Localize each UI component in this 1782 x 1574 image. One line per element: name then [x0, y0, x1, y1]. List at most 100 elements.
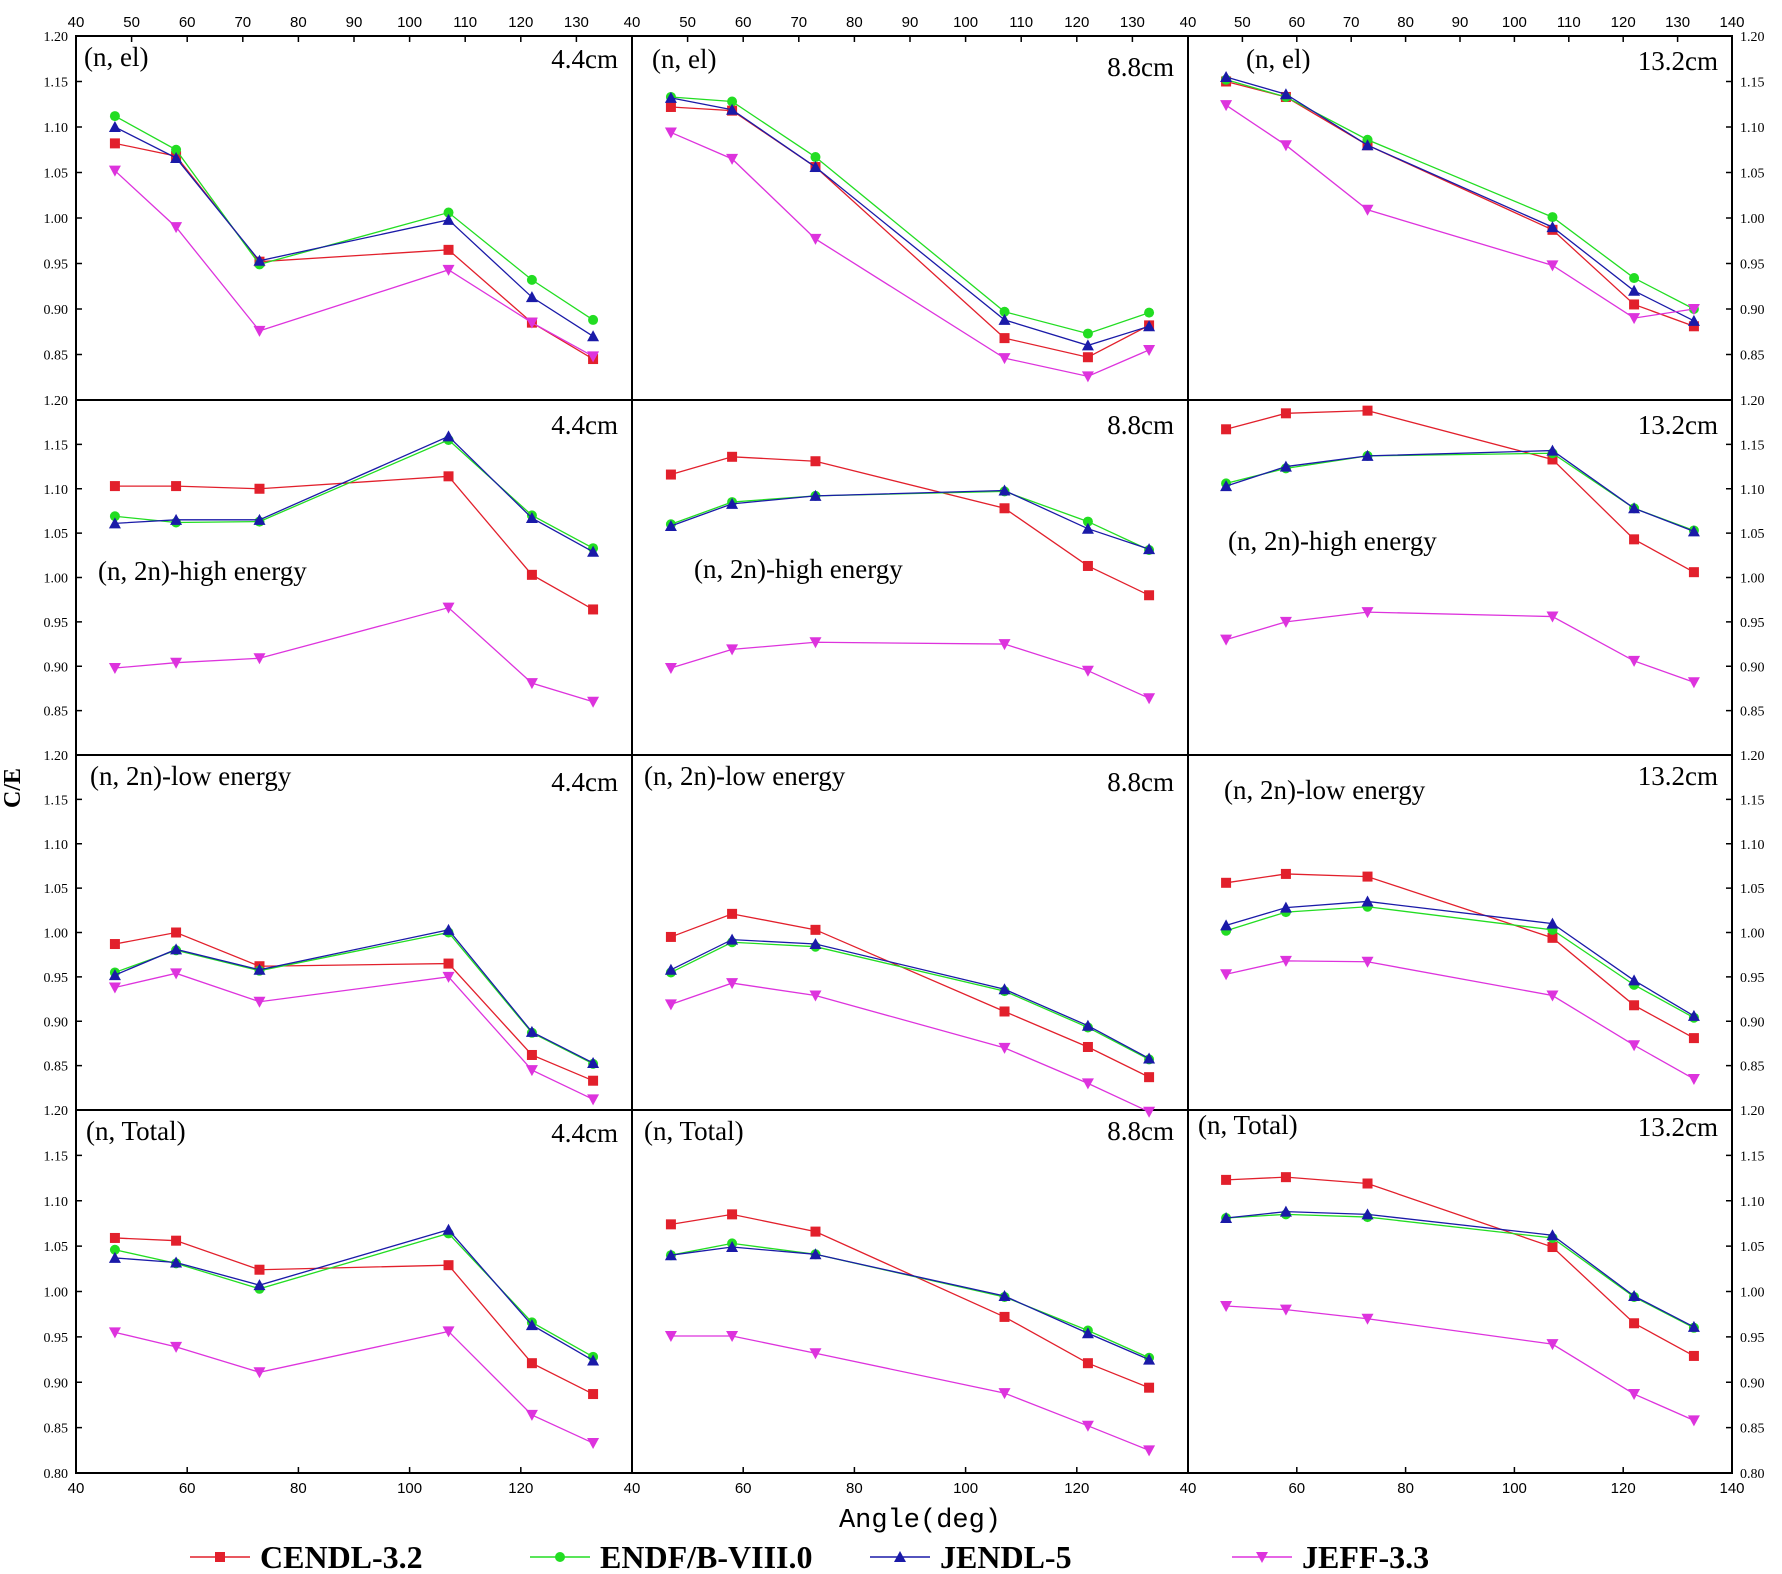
series-line — [114, 115, 594, 321]
legend-label: JENDL-5 — [940, 1539, 1072, 1574]
data-point — [170, 1256, 183, 1268]
data-point — [998, 313, 1011, 325]
data-point — [1081, 1078, 1094, 1090]
data-point — [1279, 1205, 1292, 1217]
x-tick-label: 60 — [179, 1480, 196, 1497]
data-point — [1361, 204, 1374, 216]
data-point — [109, 1244, 120, 1255]
panel-reaction-label: (n, el) — [652, 44, 716, 74]
x-tick-label-top: 40 — [624, 14, 641, 31]
y-tick-label: 0.85 — [44, 1422, 69, 1437]
y-tick-label: 1.15 — [1740, 438, 1765, 453]
data-point — [525, 291, 538, 303]
data-point — [525, 1319, 538, 1331]
data-point — [171, 144, 182, 155]
data-point — [1143, 320, 1156, 332]
data-point — [1687, 1009, 1700, 1021]
legend-label: ENDF/B-VIII.0 — [600, 1539, 812, 1574]
data-point — [1081, 665, 1094, 677]
y-tick-label: 1.00 — [44, 212, 69, 227]
y-tick-label: 0.90 — [1740, 303, 1765, 318]
panel-thickness-label: 4.4cm — [551, 767, 618, 797]
data-point — [526, 1049, 537, 1060]
data-point — [1144, 307, 1155, 318]
x-tick-label-top: 130 — [1665, 14, 1690, 31]
data-point — [1628, 502, 1641, 514]
series-line — [670, 982, 1150, 1113]
series-line — [114, 142, 594, 360]
data-point — [108, 517, 121, 529]
data-point — [170, 943, 183, 955]
data-point — [526, 274, 537, 285]
data-point — [1547, 1242, 1558, 1253]
series-line — [1226, 1213, 1695, 1329]
data-point — [1221, 877, 1232, 888]
y-tick-label: 0.95 — [44, 616, 69, 631]
data-point — [254, 1264, 265, 1275]
series-line — [670, 96, 1150, 335]
x-tick-label-top: 100 — [397, 14, 422, 31]
y-tick-label: 0.85 — [1740, 705, 1765, 720]
panel — [1220, 868, 1700, 1085]
data-point — [998, 983, 1011, 995]
x-tick-label-top: 40 — [1180, 14, 1197, 31]
series-line — [670, 1213, 1150, 1389]
data-point — [1221, 424, 1232, 435]
data-point — [1220, 634, 1233, 646]
data-point — [1279, 955, 1292, 967]
y-tick-label: 1.15 — [44, 438, 69, 453]
data-point — [108, 121, 121, 132]
data-point — [664, 91, 677, 103]
panel-frame — [1187, 754, 1733, 1111]
data-point — [108, 1251, 121, 1263]
data-point — [442, 1223, 455, 1235]
data-point — [1628, 1389, 1641, 1401]
panel-thickness-label: 8.8cm — [1107, 52, 1174, 82]
data-point — [1220, 969, 1233, 981]
data-point — [588, 314, 599, 325]
series-line — [1225, 611, 1695, 683]
y-tick-label: 0.85 — [44, 1060, 69, 1075]
data-point — [253, 653, 266, 665]
x-tick-label-top: 120 — [1064, 14, 1089, 31]
data-point — [1279, 88, 1292, 100]
panel-frame — [631, 1109, 1189, 1474]
data-point — [726, 644, 739, 656]
data-point — [525, 512, 538, 524]
data-point — [727, 908, 738, 919]
data-point — [1629, 534, 1640, 545]
data-point — [1628, 655, 1641, 667]
y-tick-label: 0.95 — [44, 1331, 69, 1346]
legend-label: CENDL-3.2 — [260, 1539, 423, 1574]
y-tick-label: 1.10 — [1740, 121, 1765, 136]
data-point — [442, 923, 455, 935]
data-point — [526, 569, 537, 580]
data-point — [587, 696, 600, 708]
y-tick-label: 0.95 — [1740, 971, 1765, 986]
data-point — [1143, 693, 1156, 705]
data-point — [253, 963, 266, 975]
y-tick-label: 1.10 — [1740, 1195, 1765, 1210]
data-point — [727, 451, 738, 462]
series-line — [114, 170, 594, 357]
data-point — [1081, 522, 1094, 534]
data-point — [442, 430, 455, 442]
data-point — [108, 969, 121, 981]
series-line — [1225, 960, 1695, 1080]
data-point — [665, 1219, 676, 1230]
data-point — [526, 1358, 537, 1369]
data-point — [108, 1327, 121, 1339]
data-point — [1220, 100, 1233, 112]
series-line — [114, 972, 594, 1100]
x-tick-label: 40 — [68, 1480, 85, 1497]
data-point — [1279, 460, 1292, 472]
data-point — [170, 657, 183, 669]
series-line — [114, 606, 594, 703]
data-point — [1628, 1040, 1641, 1052]
panel-thickness-label: 4.4cm — [551, 410, 618, 440]
series-line — [670, 913, 1150, 1078]
panel — [1220, 1172, 1700, 1427]
data-point — [998, 1042, 1011, 1054]
data-point — [1082, 516, 1093, 527]
